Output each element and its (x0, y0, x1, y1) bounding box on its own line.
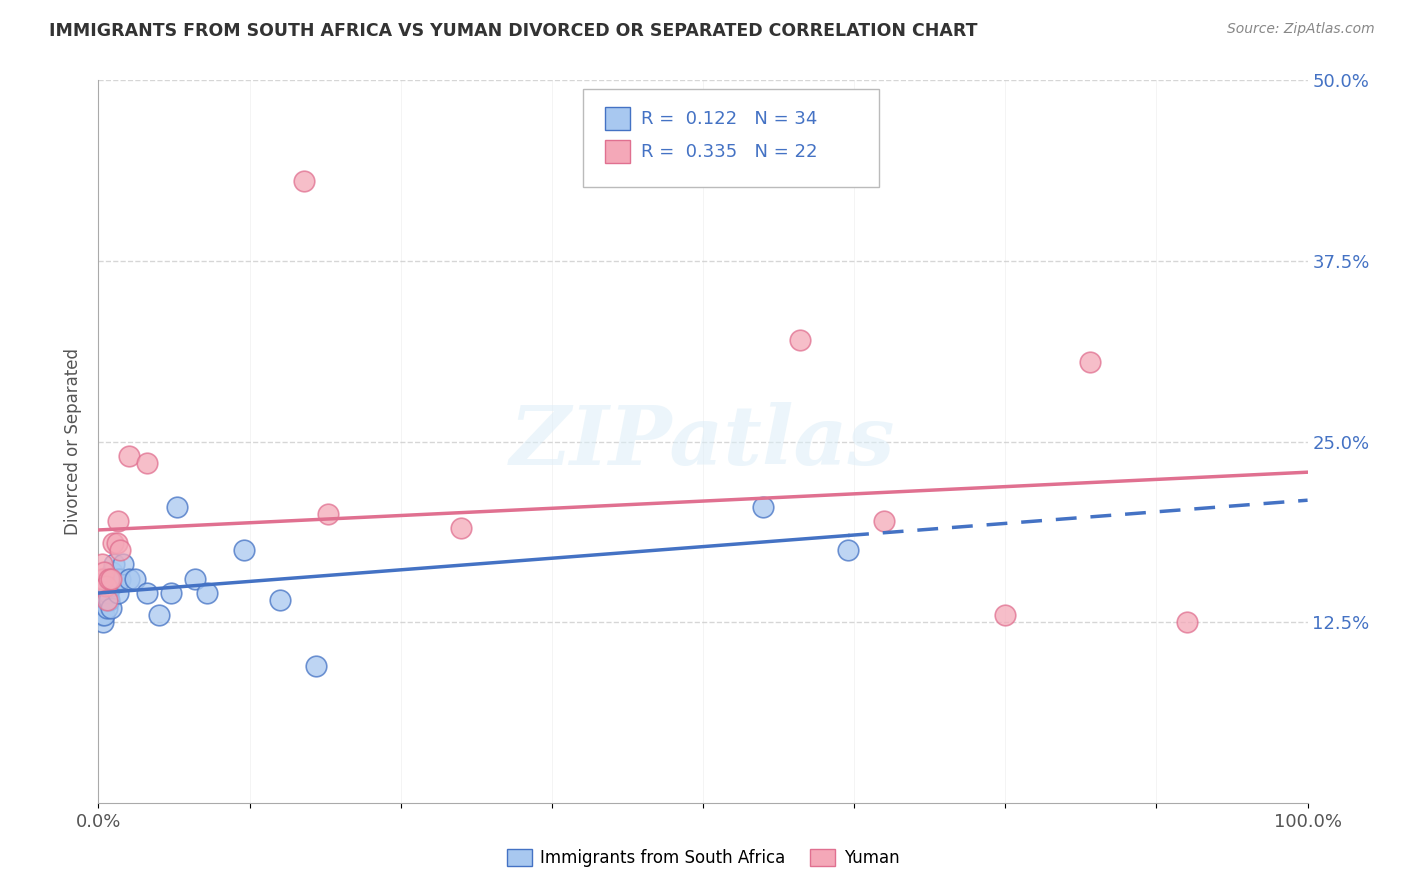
Point (148, 607, 170, 622)
Point (118, 449, 141, 463)
Point (316, 507, 339, 521)
Point (160, 586, 183, 600)
Point (101, 572, 124, 586)
Point (789, 334, 811, 348)
Point (166, 500, 188, 514)
Point (450, 521, 472, 535)
Point (94, 593, 117, 607)
Point (100, 579, 122, 593)
Text: R =  0.335   N = 22: R = 0.335 N = 22 (641, 143, 818, 161)
Point (292, 174, 315, 188)
Legend: Immigrants from South Africa, Yuman: Immigrants from South Africa, Yuman (501, 842, 905, 874)
Point (184, 572, 207, 586)
Point (107, 514, 129, 528)
Point (100, 600, 122, 615)
Point (101, 535, 124, 549)
Point (837, 542, 859, 557)
Point (108, 542, 131, 557)
Point (91, 558, 114, 572)
Point (135, 586, 157, 600)
Point (232, 542, 254, 557)
Point (91, 572, 114, 586)
Point (93, 607, 115, 622)
Point (93, 586, 115, 600)
Text: R =  0.122   N = 34: R = 0.122 N = 34 (641, 110, 817, 128)
Point (91, 579, 114, 593)
Point (90, 600, 112, 615)
Point (118, 572, 141, 586)
Point (1175, 615, 1198, 630)
Point (98, 593, 121, 607)
Point (994, 607, 1017, 622)
Point (105, 535, 128, 549)
Point (96, 572, 118, 586)
Point (1078, 355, 1101, 369)
Point (90, 572, 112, 586)
Point (195, 586, 218, 600)
Point (124, 572, 146, 586)
Point (100, 565, 122, 579)
Point (96, 593, 118, 607)
Point (105, 572, 128, 586)
Point (94, 579, 117, 593)
Point (103, 558, 125, 572)
Point (91, 607, 114, 622)
Point (135, 456, 157, 470)
Point (96, 600, 118, 615)
Point (107, 586, 129, 600)
Text: ZIPatlas: ZIPatlas (510, 401, 896, 482)
Point (873, 514, 896, 528)
Point (97, 586, 120, 600)
Point (305, 658, 328, 673)
Point (269, 593, 291, 607)
Point (111, 558, 134, 572)
Text: IMMIGRANTS FROM SOUTH AFRICA VS YUMAN DIVORCED OR SEPARATED CORRELATION CHART: IMMIGRANTS FROM SOUTH AFRICA VS YUMAN DI… (49, 22, 977, 40)
Point (91, 615, 114, 630)
Point (108, 572, 131, 586)
Point (100, 572, 122, 586)
Point (752, 500, 775, 514)
Point (98, 572, 121, 586)
Point (93, 565, 115, 579)
Text: Source: ZipAtlas.com: Source: ZipAtlas.com (1227, 22, 1375, 37)
Y-axis label: Divorced or Separated: Divorced or Separated (65, 348, 83, 535)
Point (91, 593, 114, 607)
